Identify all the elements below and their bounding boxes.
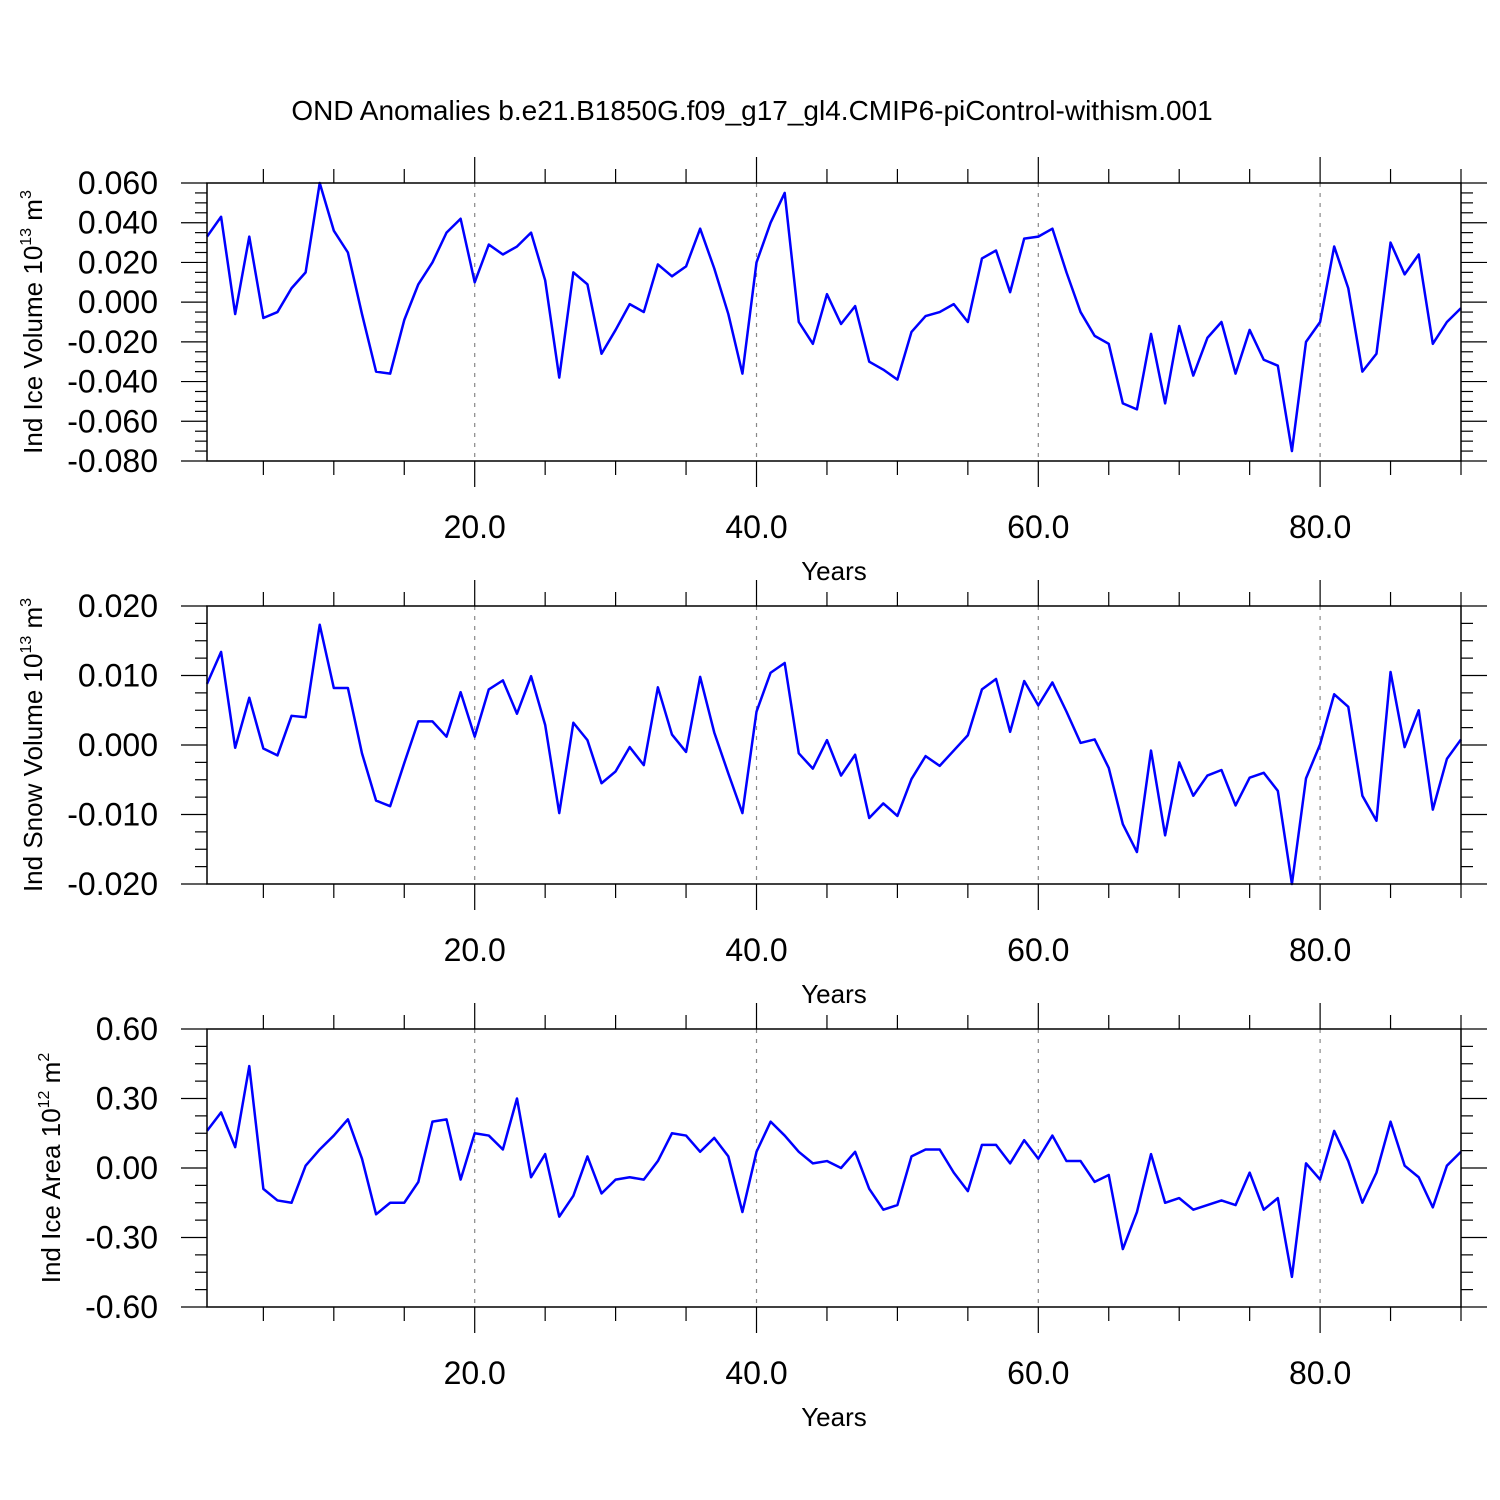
plot-frame	[206, 1028, 1462, 1308]
x-tick-label: 80.0	[1289, 932, 1351, 968]
x-tick-label: 40.0	[725, 509, 787, 545]
x-tick-label: 20.0	[444, 932, 506, 968]
y-tick-label: 0.30	[96, 1081, 158, 1117]
y-tick-label: 0.60	[96, 1011, 158, 1047]
x-axis-label: Years	[801, 979, 867, 1009]
x-tick-label: 20.0	[444, 509, 506, 545]
panel-1: 20.0 40.0 60.0 80.0 Years -0.080 -0.060-0.040 -…	[18, 157, 1487, 586]
x-tick-label: 60.0	[1007, 932, 1069, 968]
x-tick-label: 80.0	[1289, 509, 1351, 545]
x-tick-label: 40.0	[725, 932, 787, 968]
y-tick-label: -0.080	[67, 443, 158, 479]
y-tick-label: 0.010	[78, 658, 158, 694]
panel-3: 20.0 40.0 60.0 80.0 Years -0.60 -0.30 0.00 0.30 0…	[36, 1003, 1487, 1432]
y-tick-label: 0.000	[78, 284, 158, 320]
y-tick-label: 0.040	[78, 205, 158, 241]
y-tick-label: -0.010	[67, 797, 158, 833]
plot-frame	[206, 605, 1462, 885]
y-axis-label: Ind Ice Volume 1013 m3	[18, 190, 48, 454]
plot-frame	[206, 182, 1462, 462]
y-tick-label: 0.000	[78, 727, 158, 763]
y-tick-label: 0.020	[78, 588, 158, 624]
y-axis-label: Ind Snow Volume 1013 m3	[18, 598, 48, 892]
y-tick-label: 0.020	[78, 244, 158, 280]
panels: 20.0 40.0 60.0 80.0 Years -0.080 -0.060-0.040 -…	[18, 157, 1487, 1432]
x-tick-label: 40.0	[725, 1355, 787, 1391]
y-tick-label: -0.020	[67, 866, 158, 902]
series-line-1	[206, 1064, 1462, 1279]
series-line-1	[205, 181, 1462, 453]
y-tick-label: -0.30	[85, 1220, 158, 1256]
y-tick-label: 0.060	[78, 165, 158, 201]
panel-2: 20.0 40.0 60.0 80.0 Years -0.020 -0.010 0.000 0.…	[18, 580, 1487, 1009]
x-tick-label: 80.0	[1289, 1355, 1351, 1391]
x-axis-label: Years	[801, 556, 867, 586]
x-tick-label: 20.0	[444, 1355, 506, 1391]
y-tick-label: -0.020	[67, 324, 158, 360]
figure-title: OND Anomalies b.e21.B1850G.f09_g17_gl4.C…	[291, 95, 1212, 126]
series-line-1	[205, 623, 1463, 886]
x-tick-label: 60.0	[1007, 1355, 1069, 1391]
y-tick-label: -0.060	[67, 403, 158, 439]
y-axis-label: Ind Ice Area 1012 m2	[36, 1053, 66, 1284]
y-tick-label: -0.040	[67, 364, 158, 400]
y-tick-label: 0.00	[96, 1150, 158, 1186]
x-tick-label: 60.0	[1007, 509, 1069, 545]
y-tick-label: -0.60	[85, 1289, 158, 1325]
x-axis-label: Years	[801, 1402, 867, 1432]
